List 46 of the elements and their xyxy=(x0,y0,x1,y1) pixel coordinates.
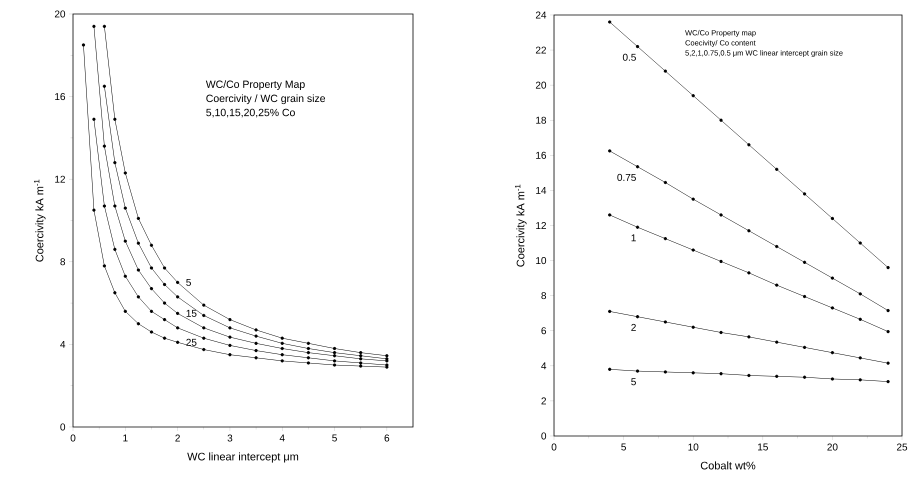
x-tick-label: 10 xyxy=(688,444,698,451)
x-tick-label: 1 xyxy=(123,434,128,442)
x-tick-label: 0 xyxy=(70,434,76,442)
x-tick-label: 6 xyxy=(384,434,390,442)
y-tick-label: 20 xyxy=(536,82,546,89)
y-tick-label: 4 xyxy=(541,362,546,370)
x-tick-label: 5 xyxy=(332,434,337,442)
y-tick-label: 16 xyxy=(536,152,546,159)
annotation: Coercivity / WC grain size xyxy=(206,94,326,104)
x-tick-label: 20 xyxy=(827,444,838,451)
x-tick-label: 4 xyxy=(280,434,285,442)
x-axis-title: WC linear intercept μm xyxy=(187,452,298,463)
annotation: 5,10,15,20,25% Co xyxy=(206,108,295,118)
y-tick-label: 0 xyxy=(60,423,66,431)
x-tick-label: 2 xyxy=(175,434,180,442)
y-axis-title: Coercivity kA m$^{-1}$ xyxy=(34,180,46,262)
x-axis-title: Cobalt wt% xyxy=(700,461,756,470)
series-label: 15 xyxy=(186,310,196,317)
annotation: WC/Co Property Map xyxy=(206,80,305,90)
y-tick-label: 14 xyxy=(536,186,546,194)
series-label: 0.75 xyxy=(617,174,636,181)
y-tick-label: 24 xyxy=(536,12,546,18)
x-tick-label: 25 xyxy=(896,444,908,451)
y-tick-label: 12 xyxy=(536,222,546,229)
y-tick-label: 10 xyxy=(536,257,546,264)
series-label: 2 xyxy=(631,324,636,331)
y-tick-label: 18 xyxy=(536,116,546,124)
x-tick-label: 3 xyxy=(228,434,232,442)
y-tick-label: 8 xyxy=(541,292,546,300)
series-label: 0.5 xyxy=(622,54,636,61)
x-tick-label: 15 xyxy=(758,444,768,450)
y-tick-label: 22 xyxy=(536,46,546,54)
x-tick-label: 0 xyxy=(552,444,556,451)
y-axis-title: Coercivity kA m$^{-1}$ xyxy=(515,184,527,267)
series-label: 5 xyxy=(186,278,191,286)
y-tick-label: 2 xyxy=(541,397,546,404)
y-tick-label: 8 xyxy=(60,258,66,266)
y-tick-label: 20 xyxy=(54,10,66,18)
y-tick-label: 6 xyxy=(541,327,546,334)
series-label: 1 xyxy=(632,234,636,242)
series-label: 25 xyxy=(186,338,196,346)
x-tick-label: 5 xyxy=(621,444,626,450)
y-tick-label: 12 xyxy=(55,176,65,183)
y-tick-label: 16 xyxy=(55,93,66,100)
series-label: 5 xyxy=(631,378,636,386)
y-tick-label: 4 xyxy=(60,340,66,348)
